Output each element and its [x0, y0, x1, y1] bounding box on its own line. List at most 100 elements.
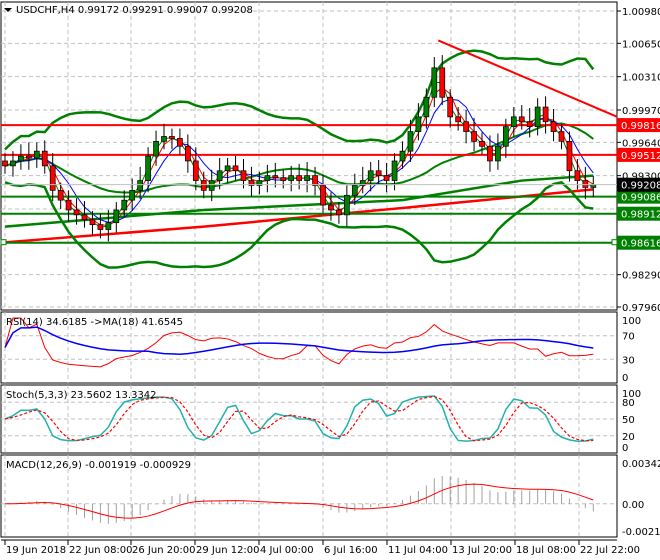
indicator-axis-label: 100	[622, 389, 641, 400]
indicator-title: MACD(12,26,9) -0.001919 -0.000929	[6, 460, 191, 471]
level-anchor-left	[0, 239, 7, 246]
candle-body	[455, 116, 461, 123]
indicator-axis-label: -0.002173	[622, 527, 660, 538]
candle-body	[518, 116, 525, 123]
candle-body	[256, 180, 263, 186]
candle	[18, 144, 24, 170]
current-price-tag	[617, 177, 660, 192]
candle	[288, 165, 295, 192]
candle-body	[248, 180, 255, 186]
candle-body	[336, 209, 342, 216]
candle-body	[431, 67, 438, 98]
candle-body	[487, 145, 493, 162]
candle-body	[73, 209, 80, 216]
candle-body	[169, 136, 175, 139]
candle-body	[145, 155, 151, 181]
candle	[26, 142, 32, 170]
price-axis-label: 1.00980	[622, 7, 660, 18]
candle	[463, 109, 469, 144]
candle-body	[49, 165, 56, 191]
candle-body	[495, 145, 501, 162]
time-axis-label: 4 Jul 00:00	[260, 545, 314, 556]
candle-body	[18, 155, 24, 162]
candle-body	[312, 175, 318, 186]
candle	[153, 130, 159, 166]
candle-body	[550, 121, 557, 132]
price-axis-label: 1.00650	[622, 39, 660, 50]
candle-body	[471, 131, 477, 142]
candle	[137, 166, 143, 200]
candle-body	[153, 141, 159, 157]
candle	[391, 153, 398, 191]
candle-body	[113, 209, 120, 224]
candle-body	[137, 180, 143, 191]
candle	[415, 103, 422, 141]
level-price-tag	[617, 206, 660, 221]
panel-frame-1	[0, 311, 618, 384]
level-price-tag	[617, 189, 660, 204]
candle	[208, 169, 215, 202]
candle	[161, 123, 167, 150]
time-axis-label: 29 Jun 12:00	[196, 545, 260, 556]
level-price-label: 0.98912	[621, 210, 660, 221]
candle-body	[81, 214, 88, 221]
candle	[105, 209, 112, 242]
candle-body	[463, 121, 469, 132]
candle	[495, 133, 501, 170]
candle	[336, 202, 342, 224]
level-price-tag	[617, 235, 660, 250]
indicator-axis-label: 0.003421	[622, 459, 660, 470]
candle-body	[439, 67, 446, 98]
candle-body	[399, 150, 406, 162]
candle	[479, 132, 485, 155]
candle-body	[10, 160, 16, 167]
candle	[49, 153, 56, 202]
candle-body	[479, 141, 485, 147]
candle-body	[296, 175, 302, 181]
candle	[399, 141, 406, 169]
candle-body	[105, 222, 112, 230]
panel-frame-3	[0, 454, 618, 538]
candle	[2, 153, 8, 174]
candle	[455, 107, 461, 131]
indicator-axis-label: 0	[622, 443, 628, 454]
candle-body	[328, 204, 334, 211]
candle	[232, 156, 239, 181]
trendline	[437, 39, 618, 118]
candle-body	[129, 190, 136, 201]
candle	[296, 163, 302, 190]
price-axis-label: 0.99640	[622, 138, 660, 149]
current-price-label: 0.99208	[621, 181, 660, 192]
time-axis-label: 26 Jun 20:00	[132, 545, 196, 556]
candle-body	[320, 185, 326, 206]
candle	[89, 210, 96, 236]
candle-body	[383, 175, 390, 181]
time-axis-label: 11 Jul 04:00	[388, 545, 448, 556]
candle	[503, 118, 509, 159]
candle	[510, 107, 517, 137]
candle-body	[526, 121, 533, 128]
level-price-tag	[617, 118, 660, 133]
candle	[177, 128, 183, 156]
level-price-tag	[617, 147, 660, 162]
bollinger-lower-band	[4, 181, 594, 269]
level-anchor-right	[611, 239, 618, 246]
candle-body	[415, 116, 422, 132]
candle	[10, 151, 16, 177]
candle-body	[367, 170, 374, 181]
bollinger-upper-band	[4, 49, 595, 151]
indicator-axis-label: 0	[622, 373, 628, 384]
indicator-axis-label: 0.00	[622, 500, 644, 511]
candle	[169, 128, 175, 150]
candle	[65, 190, 72, 222]
candle	[185, 134, 191, 173]
candle	[264, 164, 271, 193]
time-axis-label: 18 Jul 08:00	[516, 545, 576, 556]
price-axis-label: 0.98290	[622, 271, 660, 282]
candle	[224, 158, 231, 183]
price-axis-label: 0.99300	[622, 172, 660, 183]
candle-body	[344, 194, 350, 216]
candle	[97, 213, 104, 239]
